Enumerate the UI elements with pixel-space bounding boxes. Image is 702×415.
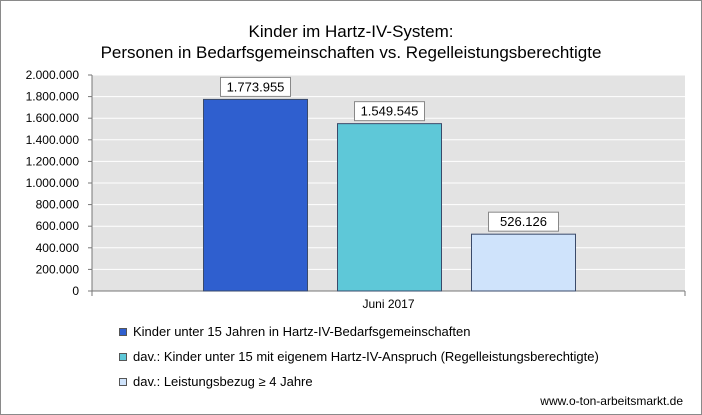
bar: [337, 123, 442, 292]
legend-label: Kinder unter 15 Jahren in Hartz-IV-Bedar…: [133, 324, 471, 339]
source-footer: www.o-ton-arbeitsmarkt.de: [540, 394, 683, 408]
legend-item: dav.: Kinder unter 15 mit eigenem Hartz-…: [119, 344, 599, 369]
chart-title-line2: Personen in Bedarfsgemeinschaften vs. Re…: [100, 43, 602, 62]
y-tick-label: 200.000: [36, 262, 80, 276]
legend-label: dav.: Leistungsbezug ≥ 4 Jahre: [133, 374, 313, 389]
y-tick-label: 2.000.000: [26, 68, 80, 82]
x-tick-label: Juni 2017: [362, 297, 414, 311]
chart-legend: Kinder unter 15 Jahren in Hartz-IV-Bedar…: [119, 319, 599, 394]
bar-chart: 0 200.000 400.000 600.000 800.000 1.000.000 1.…: [26, 68, 686, 311]
legend-swatch: [119, 352, 127, 361]
chart-title-line1: Kinder im Hartz-IV-System:: [248, 22, 454, 41]
data-label: 526.126: [500, 214, 547, 229]
y-tick-label: 800.000: [36, 198, 80, 212]
legend-swatch: [119, 377, 127, 386]
y-tick-label: 1.000.000: [26, 176, 80, 190]
y-tick-label: 1.600.000: [26, 111, 80, 125]
y-tick-label: 600.000: [36, 219, 80, 233]
chart-title: Kinder im Hartz-IV-System: Personen in B…: [1, 21, 701, 63]
y-tick-label: 1.200.000: [26, 154, 80, 168]
y-tick-label: 0: [72, 284, 79, 298]
data-label-box: [220, 76, 291, 97]
data-label: 1.773.955: [227, 79, 285, 94]
legend-item: dav.: Leistungsbezug ≥ 4 Jahre: [119, 369, 599, 394]
y-tick-label: 1.400.000: [26, 133, 80, 147]
data-label-box: [488, 211, 559, 232]
y-tick-label: 400.000: [36, 241, 80, 255]
bar: [203, 98, 308, 292]
data-label: 1.549.545: [361, 104, 419, 119]
bar: [471, 233, 576, 292]
data-label-box: [354, 101, 425, 122]
legend-item: Kinder unter 15 Jahren in Hartz-IV-Bedar…: [119, 319, 599, 344]
legend-swatch: [119, 327, 127, 336]
legend-label: dav.: Kinder unter 15 mit eigenem Hartz-…: [133, 349, 599, 364]
y-tick-label: 1.800.000: [26, 90, 80, 104]
